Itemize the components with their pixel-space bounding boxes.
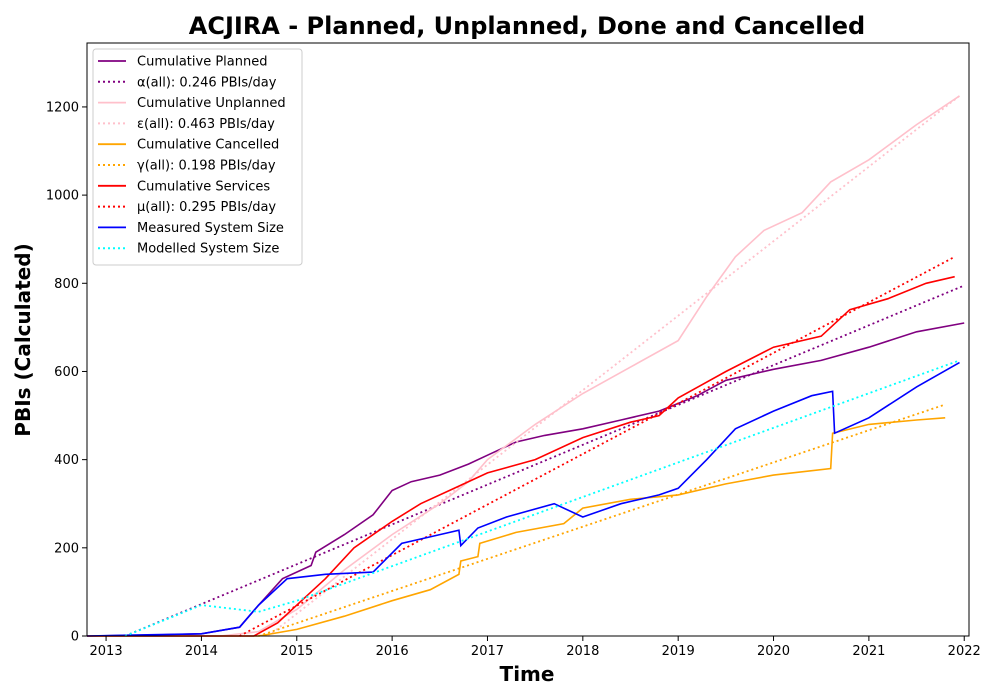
x-tick-label: 2018: [566, 644, 599, 659]
series-line-measured-system-size: [87, 363, 960, 636]
series-line-all-0-198-pbis-day: [259, 405, 946, 637]
y-axis-label: PBIs (Calculated): [11, 243, 35, 436]
legend-entry: Measured System Size: [137, 221, 284, 236]
legend-entry: Cumulative Unplanned: [137, 96, 286, 111]
y-tick-label: 800: [54, 277, 79, 292]
y-axis: 0 200 400 600 800 1000 1200: [46, 100, 87, 644]
chart-title: ACJIRA - Planned, Unplanned, Done and Ca…: [189, 12, 865, 40]
legend-entry: Modelled System Size: [137, 242, 279, 257]
y-tick-label: 1200: [46, 100, 79, 115]
legend-entry: Cumulative Cancelled: [137, 138, 279, 153]
x-axis: 2013 2014 2015 2016 2017 2018 2019 2020 2021 2022: [90, 636, 981, 659]
x-tick-label: 2014: [185, 644, 218, 659]
legend-entry: ε(all): 0.463 PBIs/day: [137, 117, 275, 132]
x-tick-label: 2013: [90, 644, 123, 659]
series-line-all-0-246-pbis-day: [125, 286, 964, 637]
legend-entry: Cumulative Planned: [137, 55, 267, 70]
x-tick-label: 2022: [948, 644, 981, 659]
x-tick-label: 2015: [280, 644, 313, 659]
x-tick-label: 2016: [376, 644, 409, 659]
legend: Cumulative Planned α(all): 0.246 PBIs/day…: [93, 49, 302, 265]
y-tick-label: 1000: [46, 189, 79, 204]
series-line-cumulative-cancelled: [87, 418, 945, 636]
y-tick-label: 600: [54, 365, 79, 380]
x-tick-label: 2021: [852, 644, 885, 659]
series-line-modelled-system-size: [125, 360, 959, 636]
legend-entry: Cumulative Services: [137, 179, 270, 194]
x-tick-label: 2019: [662, 644, 695, 659]
y-tick-label: 200: [54, 541, 79, 556]
legend-entry: α(all): 0.246 PBIs/day: [137, 75, 277, 90]
x-tick-label: 2017: [471, 644, 504, 659]
y-tick-label: 0: [71, 630, 79, 645]
series-line-all-0-295-pbis-day: [240, 257, 955, 636]
x-tick-label: 2020: [757, 644, 790, 659]
legend-entry: μ(all): 0.295 PBIs/day: [137, 200, 276, 215]
legend-entry: γ(all): 0.198 PBIs/day: [137, 159, 276, 174]
x-axis-label: Time: [500, 662, 555, 686]
series-line-cumulative-services: [87, 277, 955, 636]
series-line-all-0-463-pbis-day: [268, 96, 959, 636]
y-tick-label: 400: [54, 453, 79, 468]
series-line-cumulative-planned: [87, 323, 964, 636]
